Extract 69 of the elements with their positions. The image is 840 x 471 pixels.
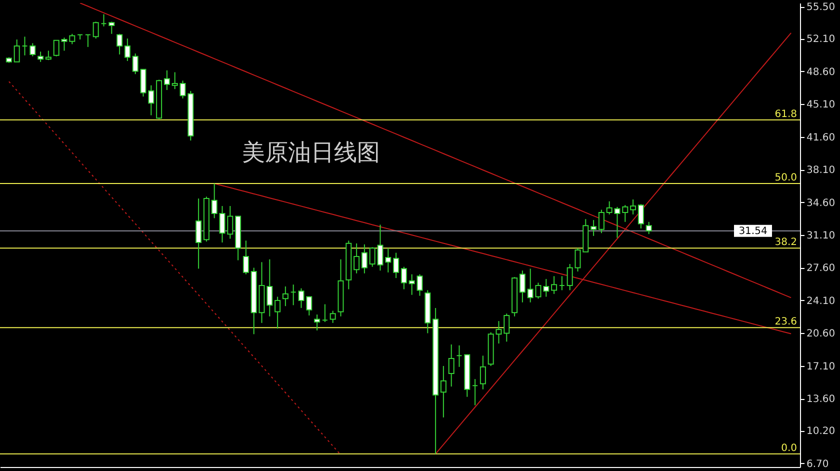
y-tick-label: 55.50 — [806, 2, 836, 14]
candlestick — [22, 36, 28, 56]
candlestick — [132, 53, 138, 75]
candlestick — [361, 244, 368, 274]
candlestick — [242, 240, 249, 275]
candlestick — [551, 276, 558, 294]
y-tick-label: 38.10 — [806, 165, 836, 176]
candlestick — [630, 198, 636, 215]
candlestick — [638, 204, 644, 229]
y-tick-label: 52.10 — [806, 34, 836, 46]
text: 美原油日线图 — [242, 140, 380, 166]
y-tick-label: 34.60 — [806, 198, 836, 209]
y-tick-label: 17.10 — [806, 361, 836, 372]
candlestick — [330, 310, 336, 324]
candlestick — [164, 70, 170, 90]
candlestick — [393, 252, 400, 279]
candlestick — [369, 246, 376, 268]
candlestick — [472, 378, 478, 406]
annotation: 23.6 — [774, 316, 797, 328]
candlestick — [416, 274, 423, 296]
candlestick — [558, 276, 565, 291]
candlestick — [440, 365, 446, 418]
y-tick-label: 13.60 — [806, 394, 836, 406]
candlestick — [30, 42, 36, 57]
candlestick — [606, 200, 612, 215]
y-tick-label: 10.20 — [806, 426, 836, 438]
candlestick — [84, 34, 91, 48]
y-tick-label: 48.60 — [806, 66, 836, 78]
y-tick-label: 20.60 — [806, 328, 836, 340]
y-tick-label: 27.60 — [806, 263, 836, 274]
candlestick — [92, 21, 99, 40]
candlestick — [456, 344, 462, 368]
candlestick — [100, 14, 107, 27]
candlestick — [116, 33, 123, 55]
candlestick — [53, 40, 60, 57]
candlestick — [314, 314, 320, 331]
candlestick — [322, 304, 328, 322]
candlestick — [480, 355, 486, 390]
candlestick — [290, 284, 296, 306]
candlestick — [108, 21, 115, 34]
candlestick — [590, 220, 597, 236]
candlestick — [448, 344, 454, 388]
annotation: 50.0 — [774, 172, 797, 184]
candlestick — [354, 242, 360, 274]
y-tick-label: 31.10 — [806, 230, 836, 242]
annotation: 0.0 — [781, 442, 797, 454]
candlestick — [400, 266, 407, 290]
candlestick — [646, 221, 652, 235]
candlestick — [274, 296, 281, 330]
candlestick — [38, 51, 44, 62]
candlestick — [14, 38, 20, 62]
candlestick — [566, 264, 573, 291]
annotation: 38.2 — [774, 237, 797, 248]
y-tick-label: 41.60 — [806, 132, 836, 144]
candlestick — [519, 270, 526, 303]
y-tick-label: 24.10 — [806, 296, 836, 307]
candlestick — [45, 50, 52, 61]
candlestick — [408, 274, 415, 296]
candlestick — [196, 198, 202, 270]
candlestick — [598, 209, 604, 234]
candlestick — [211, 183, 218, 219]
candlestick — [124, 38, 130, 62]
candlestick — [172, 72, 178, 90]
annotation: 61.8 — [774, 108, 797, 120]
ref-line-label: 31.54 — [738, 226, 768, 237]
candlestick — [527, 268, 534, 303]
candlestick — [282, 286, 288, 307]
y-tick-label: 6.70 — [806, 458, 829, 470]
y-tick-label: 45.10 — [806, 100, 836, 111]
